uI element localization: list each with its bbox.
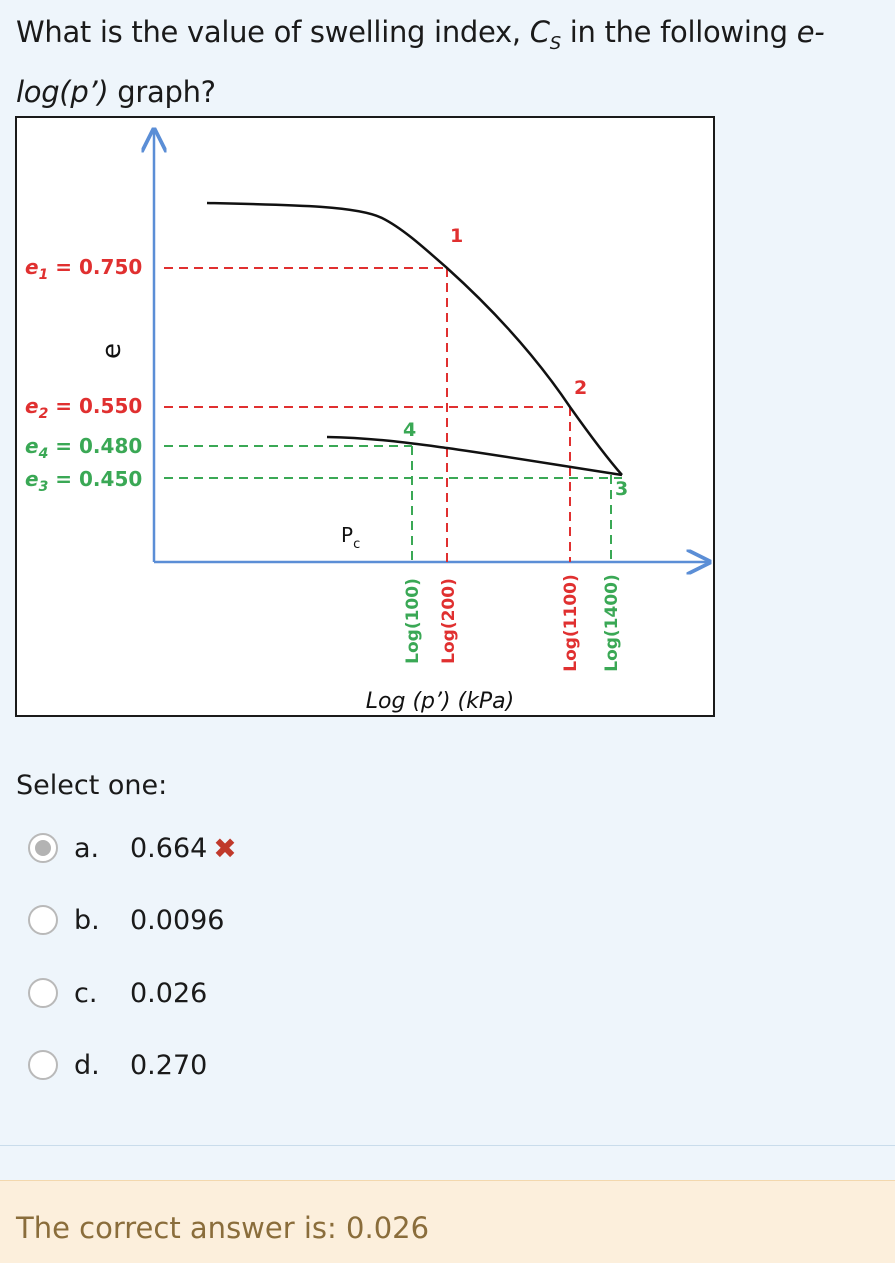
- divider: [0, 1145, 895, 1146]
- cs-symbol: CS: [529, 15, 561, 54]
- option-d-letter: d.: [74, 1049, 100, 1081]
- incorrect-icon: ✖: [213, 831, 237, 865]
- point-1-label: 1: [450, 225, 463, 247]
- e4-label: e4 = 0.480: [25, 434, 142, 462]
- option-b[interactable]: b. 0.0096: [28, 900, 224, 940]
- option-b-text: 0.0096: [130, 904, 225, 936]
- y-axis-label: e: [97, 343, 127, 359]
- option-d[interactable]: d. 0.270: [28, 1045, 207, 1085]
- radio-a[interactable]: [28, 833, 58, 863]
- radio-c[interactable]: [28, 978, 58, 1008]
- option-b-letter: b.: [74, 904, 100, 936]
- point-3-label: 3: [615, 478, 628, 500]
- option-c-text: 0.026: [130, 977, 208, 1009]
- option-c-letter: c.: [74, 977, 98, 1009]
- pc-label: Pc: [341, 523, 360, 552]
- question-text: What is the value of swelling index, CS …: [16, 15, 825, 109]
- feedback-box: The correct answer is: 0.026: [0, 1180, 895, 1263]
- unloading-curve: [326, 435, 623, 477]
- point-4-label: 4: [403, 419, 416, 441]
- x-tick-log100: Log(100): [403, 578, 423, 664]
- e2-label: e2 = 0.550: [25, 394, 142, 422]
- virgin-compression-curve: [206, 201, 623, 476]
- radio-b[interactable]: [28, 905, 58, 935]
- correct-answer-text: The correct answer is: 0.026: [16, 1211, 430, 1245]
- e3-label: e3 = 0.450: [25, 467, 142, 495]
- x-tick-log1400: Log(1400): [602, 574, 622, 672]
- option-c[interactable]: c. 0.026: [28, 973, 207, 1013]
- e-log-p-graph: 1 2 3 4 e1 = 0.750 e2 = 0.550 e4 = 0.480…: [15, 116, 715, 717]
- option-d-text: 0.270: [130, 1049, 208, 1081]
- x-tick-log200: Log(200): [439, 578, 459, 664]
- x-axis-label: Log (p’) (kPa): [366, 689, 514, 714]
- option-a-text: 0.664: [130, 832, 208, 864]
- select-one-label: Select one:: [16, 770, 168, 801]
- radio-d[interactable]: [28, 1050, 58, 1080]
- point-2-label: 2: [574, 377, 587, 399]
- option-a-letter: a.: [74, 832, 100, 864]
- x-tick-log1100: Log(1100): [561, 574, 581, 672]
- option-a[interactable]: a. 0.664 ✖: [28, 828, 237, 868]
- e1-label: e1 = 0.750: [25, 255, 142, 283]
